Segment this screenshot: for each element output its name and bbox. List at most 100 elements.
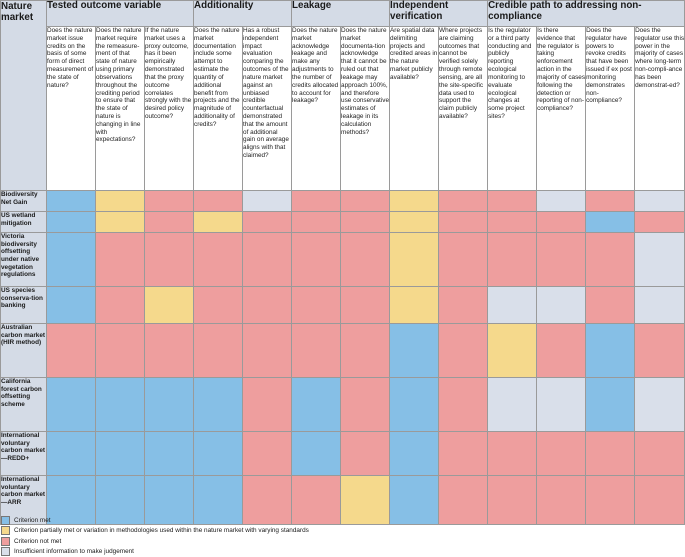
rating-cell-notmet [536, 323, 587, 378]
question-9: Where projects are claiming outcomes tha… [438, 26, 489, 191]
rating-cell-notmet [291, 286, 342, 324]
table-row: US wetland mitigation [0, 211, 685, 233]
legend-swatch [1, 515, 10, 525]
rating-cell-met [291, 431, 342, 476]
rating-cell-notmet [95, 286, 145, 324]
rating-cell-notmet [340, 190, 391, 212]
table-row: International voluntary carbon market—RE… [0, 431, 685, 476]
market-name: California forest carbon offsetting sche… [0, 377, 47, 432]
group-non-compliance: Credible path to addressing non-complian… [487, 0, 685, 27]
rating-cell-notmet [143, 232, 195, 287]
corner-label: Nature market [0, 0, 47, 191]
rating-cell-insuff [634, 232, 685, 287]
rating-cell-notmet [95, 232, 145, 287]
rating-cell-notmet [340, 377, 391, 432]
rating-cell-met [95, 431, 145, 476]
rating-cell-notmet [291, 211, 342, 233]
rating-cell-notmet [143, 190, 195, 212]
rating-cell-partial [389, 190, 440, 212]
table-row: Victoria biodiversity offsetting under n… [0, 232, 685, 287]
rating-cell-insuff [536, 190, 587, 212]
table-row: Biodiversity Net Gain [0, 190, 685, 212]
rating-cell-met [46, 286, 96, 324]
rating-cell-notmet [585, 431, 636, 476]
rating-cell-partial [340, 475, 391, 525]
rating-cell-insuff [242, 190, 293, 212]
rating-cell-met [291, 377, 342, 432]
rating-cell-met [46, 232, 96, 287]
rating-cell-notmet [438, 377, 489, 432]
rating-cell-partial [143, 286, 195, 324]
rating-cell-notmet [143, 211, 195, 233]
rating-cell-notmet [242, 286, 293, 324]
question-5: Has a robust independent impact evaluati… [242, 26, 293, 191]
rating-cell-insuff [487, 377, 538, 432]
rating-cell-met [193, 431, 244, 476]
rating-cell-notmet [438, 232, 489, 287]
rating-cell-partial [389, 232, 440, 287]
legend-item: Criterion partially met or variation in … [0, 526, 685, 537]
rating-cell-partial [389, 211, 440, 233]
rating-cell-notmet [438, 323, 489, 378]
rating-cell-met [46, 475, 96, 525]
rating-cell-notmet [340, 431, 391, 476]
rating-cell-notmet [585, 190, 636, 212]
market-name: US wetland mitigation [0, 211, 47, 233]
rating-cell-notmet [340, 286, 391, 324]
rating-cell-met [95, 377, 145, 432]
rating-cell-notmet [536, 232, 587, 287]
rating-cell-notmet [95, 323, 145, 378]
legend: Criterion met Criterion partially met or … [0, 515, 685, 557]
rating-cell-met [585, 323, 636, 378]
legend-item: Insufficient information to make judgeme… [0, 547, 685, 557]
rating-cell-met [389, 431, 440, 476]
legend-label: Insufficient information to make judgeme… [14, 548, 134, 556]
group-tested-outcome: Tested outcome variable [45, 0, 195, 27]
legend-swatch [1, 526, 10, 536]
rating-cell-notmet [291, 475, 342, 525]
rating-cell-notmet [242, 431, 293, 476]
table-row: US species conserva-tion banking [0, 286, 685, 324]
rating-cell-notmet [242, 377, 293, 432]
rating-cell-met [143, 377, 195, 432]
rating-cell-notmet [46, 323, 96, 378]
rating-cell-partial [389, 286, 440, 324]
legend-label: Criterion not met [14, 537, 62, 545]
rating-cell-notmet [487, 431, 538, 476]
table-row: California forest carbon offsetting sche… [0, 377, 685, 432]
rating-cell-notmet [193, 286, 244, 324]
table-row: Australian carbon market (HIR method) [0, 323, 685, 378]
rating-cell-met [143, 475, 195, 525]
legend-swatch [1, 536, 10, 546]
market-name: Biodiversity Net Gain [0, 190, 47, 212]
rating-cell-met [95, 475, 145, 525]
legend-item: Criterion not met [0, 536, 685, 547]
rating-cell-met [389, 475, 440, 525]
group-independent-verification: Independent verification [389, 0, 489, 27]
rating-cell-notmet [193, 323, 244, 378]
rating-cell-notmet [242, 475, 293, 525]
rating-cell-notmet [193, 190, 244, 212]
rating-cell-notmet [143, 323, 195, 378]
rating-cell-notmet [585, 232, 636, 287]
rating-cell-notmet [487, 190, 538, 212]
rating-cell-notmet [634, 323, 685, 378]
rating-cell-notmet [291, 232, 342, 287]
rating-cell-met [389, 323, 440, 378]
market-name: Victoria biodiversity offsetting under n… [0, 232, 47, 287]
rating-cell-notmet [193, 232, 244, 287]
table-body: Biodiversity Net Gain US wetland mitigati… [0, 190, 685, 525]
question-1: Does the nature market issue credits on … [46, 26, 96, 191]
rating-cell-notmet [242, 232, 293, 287]
question-10: Is the regulator or a third party conduc… [487, 26, 538, 191]
question-12: Does the regulator have powers to revoke… [585, 26, 636, 191]
question-7: Does the nature market documenta-tion ac… [340, 26, 391, 191]
rating-cell-notmet [242, 211, 293, 233]
rating-cell-met [193, 377, 244, 432]
question-13: Does the regulator use this power in the… [634, 26, 685, 191]
rating-cell-insuff [536, 286, 587, 324]
rating-cell-notmet [634, 475, 685, 525]
rating-cell-notmet [242, 323, 293, 378]
rating-cell-notmet [634, 211, 685, 233]
rating-cell-notmet [487, 211, 538, 233]
